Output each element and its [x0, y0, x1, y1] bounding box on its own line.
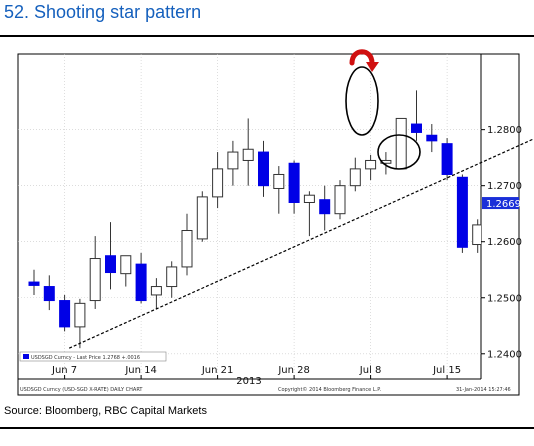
candle-body-bullish: [212, 168, 224, 198]
candle-body-bearish: [456, 176, 468, 248]
legend-label: USDSGD Curncy - Last Price 1.2768 +.0016: [31, 355, 140, 361]
candle-body-bearish: [135, 263, 147, 302]
reversal-arrow-head-icon: [366, 62, 379, 72]
x-tick-label: Jun 28: [277, 365, 310, 376]
x-tick-label: Jun 14: [124, 365, 157, 376]
chart-frame: [17, 53, 520, 396]
candle-body-bullish: [89, 258, 101, 302]
candle-body-bullish: [166, 266, 178, 288]
candle-body-bearish: [59, 300, 71, 328]
footer-timestamp: 31-Jan-2014 15:27:46: [456, 387, 511, 393]
candle-body-bullish: [334, 185, 346, 215]
y-tick-label: 1.2700: [487, 181, 522, 192]
x-tick-label: Jul 15: [432, 365, 461, 376]
y-tick-label: 1.2500: [487, 293, 522, 304]
x-tick-label: Jun 7: [51, 365, 77, 376]
candle-body-bullish: [365, 159, 377, 170]
year-label: 2013: [236, 376, 261, 387]
candle-body-bearish: [426, 134, 438, 142]
page-title: 52. Shooting star pattern: [4, 2, 202, 22]
candle-body-bullish: [150, 286, 162, 296]
title-rule: [0, 35, 534, 37]
candle-body-bullish: [273, 173, 285, 189]
candle-body-bearish: [43, 286, 55, 302]
candle-body-bearish: [258, 151, 269, 187]
candle-body-bearish: [105, 255, 116, 274]
source-note: Source: Bloomberg, RBC Capital Markets: [4, 405, 207, 417]
candle-body-bullish: [196, 196, 208, 240]
candle-body-bullish: [303, 194, 315, 203]
footer-copyright: Copyright© 2014 Bloomberg Finance L.P.: [278, 386, 381, 393]
last-price-label: 1.2669: [486, 199, 521, 210]
support-trendline: [68, 138, 534, 349]
y-tick-label: 1.2800: [487, 125, 522, 136]
legend-box: [19, 351, 167, 362]
x-tick-label: Jul 8: [359, 365, 382, 376]
candle-body-bullish: [349, 168, 361, 187]
footer-rule: [0, 427, 534, 429]
candle-body-bullish: [227, 151, 239, 170]
candle-body-bullish: [395, 117, 407, 170]
confirmation-ellipse: [377, 134, 421, 170]
candle-body-bullish: [120, 255, 132, 275]
candle-body-bullish: [74, 302, 86, 328]
candle-body-bullish: [181, 230, 193, 268]
footer-instrument: USDSGD Curncy (USD-SGD X-RATE) DAILY CHA…: [20, 387, 143, 393]
y-tick-label: 1.2400: [487, 349, 522, 360]
shooting-star-ellipse: [345, 66, 379, 136]
candle-body-bullish: [242, 148, 254, 161]
legend-swatch: [23, 354, 29, 359]
reversal-arrow-icon: [349, 49, 375, 66]
candle-body-bearish: [441, 143, 453, 175]
candle-body-bearish: [28, 281, 40, 286]
x-tick-label: Jun 21: [201, 365, 234, 376]
candle-body-bearish: [411, 123, 422, 133]
candle-body-bearish: [288, 162, 300, 203]
y-tick-label: 1.2600: [487, 237, 522, 248]
last-price-marker: [482, 197, 519, 210]
candle-body-bearish: [319, 199, 331, 215]
candle-body-bullish: [472, 224, 481, 246]
